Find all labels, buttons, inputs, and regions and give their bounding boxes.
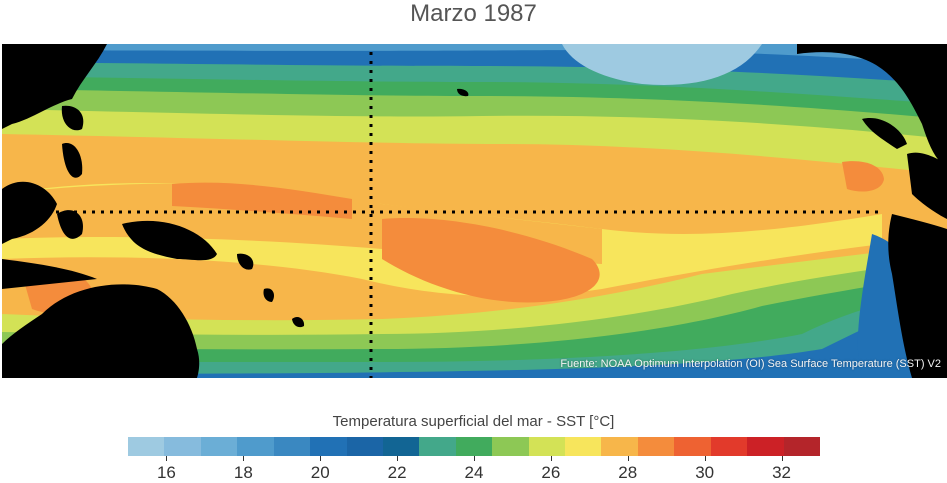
land-north-america (797, 44, 947, 169)
sst-band-29-central (382, 218, 600, 303)
colorbar-tick-label: 28 (618, 463, 638, 482)
colorbar-tick-mark (474, 456, 475, 461)
colorbar-tick-label: 32 (772, 463, 791, 482)
colorbar-segment (528, 437, 566, 456)
colorbar-tick-mark (781, 456, 783, 461)
land-new-guinea (122, 220, 217, 261)
colorbar-segment (783, 437, 821, 456)
colorbar-tick-label: 18 (233, 463, 253, 482)
sst-band-23-south (2, 289, 947, 378)
colorbar-segment (128, 437, 165, 456)
sst-cold-patch-north (562, 44, 762, 85)
colorbar-tick-mark (397, 456, 399, 461)
land-sulawesi (57, 210, 83, 239)
colorbar-segment (601, 437, 638, 456)
colorbar-segment (273, 437, 311, 456)
colorbar-segment (310, 437, 347, 456)
sst-band-21-south (2, 299, 947, 378)
land-solomon (237, 253, 254, 270)
colorbar-segment (455, 437, 493, 456)
colorbar-segment (382, 437, 420, 456)
colorbar-segment (674, 437, 711, 456)
colorbar-tick-mark (320, 456, 322, 461)
colorbar-tick-mark (704, 456, 706, 461)
colorbar-segment (492, 437, 529, 456)
land-mexico-yucatan (862, 118, 907, 149)
sst-map: Fuente: NOAA Optimum Interpolation (OI) … (2, 44, 947, 378)
land-java (2, 259, 97, 289)
colorbar-tick-label: 26 (541, 463, 561, 482)
colorbar-tick-mark (243, 456, 245, 461)
sst-band-29-east (842, 161, 884, 192)
land-south-america (888, 214, 947, 378)
colorbar-tick-mark (627, 456, 629, 461)
colorbar-tick-mark (550, 456, 552, 461)
colorbar-segment (565, 437, 602, 456)
land-philippines (62, 143, 83, 178)
colorbar-ticks: 16 18 20 22 24 26 28 30 32 (0, 456, 947, 482)
land-new-caledonia (292, 316, 305, 328)
colorbar-segment (747, 437, 784, 456)
colorbar-segment (637, 437, 675, 456)
land-australia (2, 284, 200, 378)
map-title: Marzo 1987 (410, 0, 537, 27)
land-taiwan (61, 105, 84, 131)
source-credit: Fuente: NOAA Optimum Interpolation (OI) … (560, 358, 941, 370)
colorbar-segment (710, 437, 748, 456)
colorbar-tick-label: 30 (695, 463, 715, 482)
colorbar-segment (200, 437, 238, 456)
colorbar-segment (237, 437, 274, 456)
colorbar-tick-mark (166, 456, 168, 461)
colorbar (128, 437, 821, 456)
land-hawaii (457, 88, 469, 97)
colorbar-segment (164, 437, 201, 456)
land-central-america (907, 152, 947, 219)
colorbar-tick-label: 24 (464, 463, 484, 482)
sst-map-canvas (2, 44, 947, 378)
colorbar-segment (346, 437, 383, 456)
colorbar-tick-label: 22 (387, 463, 407, 482)
colorbar-segment (419, 437, 456, 456)
land-asia (2, 44, 107, 129)
sst-band-29-west (172, 182, 352, 219)
colorbar-title: Temperatura superficial del mar - SST [°… (332, 413, 615, 430)
colorbar-tick-label: 20 (310, 463, 330, 482)
colorbar-tick-label: 16 (156, 463, 176, 482)
land-vanuatu (263, 288, 275, 302)
